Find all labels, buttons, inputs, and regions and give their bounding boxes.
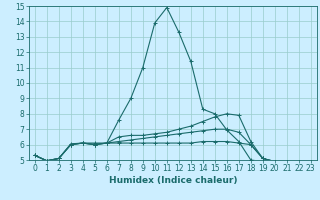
X-axis label: Humidex (Indice chaleur): Humidex (Indice chaleur) <box>108 176 237 185</box>
